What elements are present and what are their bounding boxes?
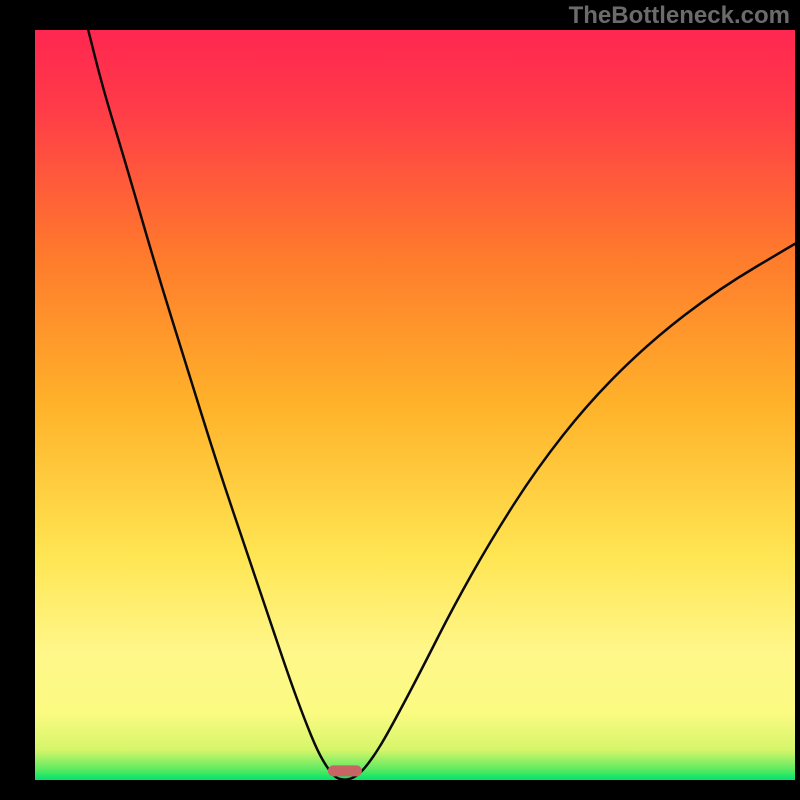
sweet-spot-marker xyxy=(328,765,362,776)
watermark-text: TheBottleneck.com xyxy=(569,2,790,30)
bottleneck-curve xyxy=(35,30,795,780)
plot-area xyxy=(35,30,795,780)
